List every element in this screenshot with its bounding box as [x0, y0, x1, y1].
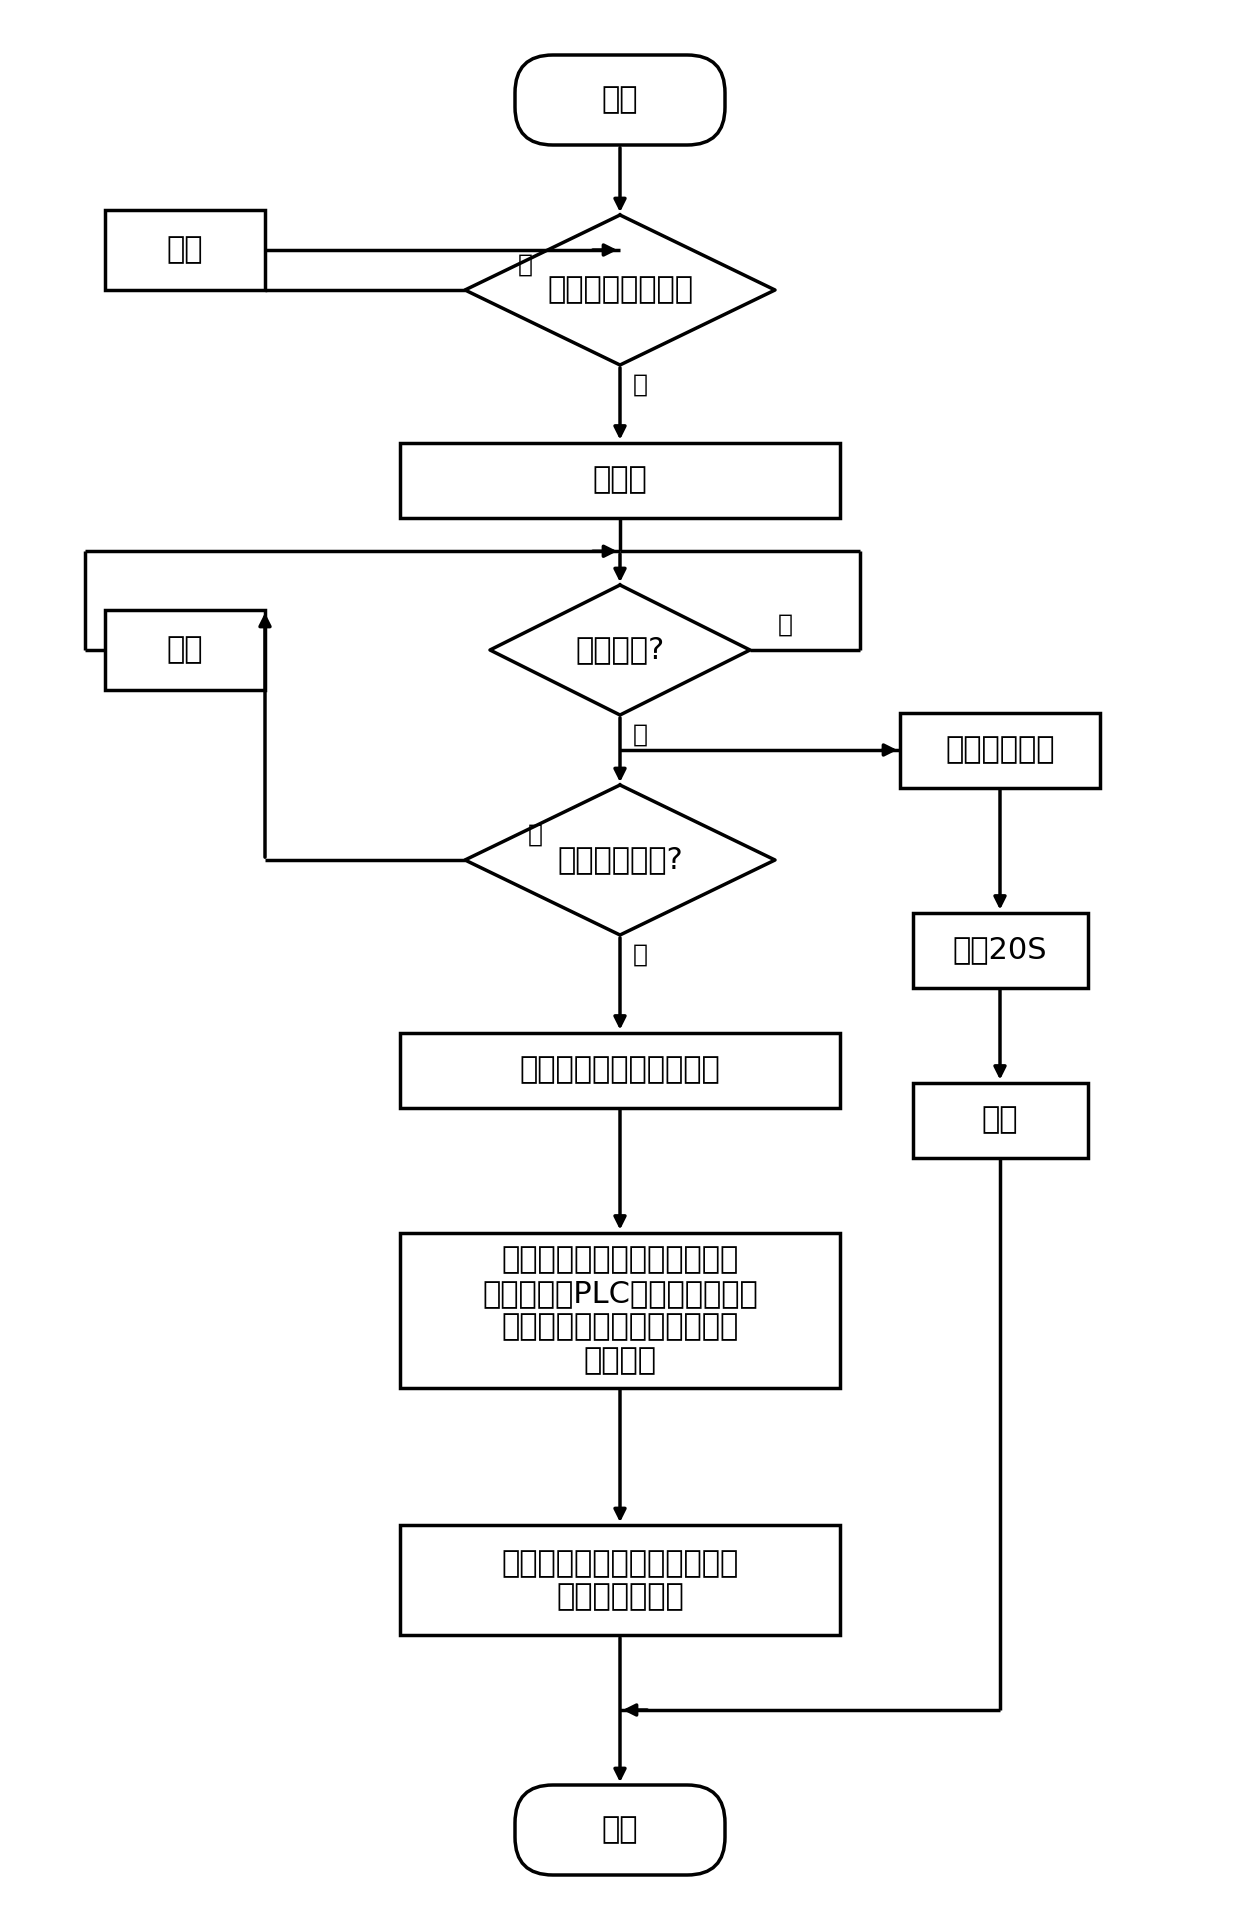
Text: 完毕: 完毕: [601, 1816, 639, 1845]
Text: 否: 否: [527, 823, 543, 846]
Text: 处理脉冲位置数据，计算片盒
中晶圆位置状态: 处理脉冲位置数据，计算片盒 中晶圆位置状态: [501, 1549, 739, 1611]
Text: 检测有无片盒?: 检测有无片盒?: [557, 846, 683, 875]
Bar: [401, 1524, 839, 1634]
Text: 开始: 开始: [601, 85, 639, 114]
Text: 否: 否: [632, 373, 647, 396]
Text: 升降系统运动到扫描起点: 升降系统运动到扫描起点: [520, 1055, 720, 1084]
Bar: [900, 713, 1100, 788]
Text: 初始化: 初始化: [593, 466, 647, 495]
Text: 报警: 报警: [166, 636, 203, 665]
Text: 报警: 报警: [166, 236, 203, 265]
Bar: [401, 1233, 839, 1387]
Text: 是: 是: [632, 943, 647, 968]
Bar: [105, 211, 265, 290]
Text: 是: 是: [632, 723, 647, 748]
FancyBboxPatch shape: [515, 54, 725, 145]
Bar: [401, 442, 839, 518]
Text: 检测有无晶圆滑出: 检测有无晶圆滑出: [547, 276, 693, 305]
Bar: [401, 1032, 839, 1107]
Text: 超过20S: 超过20S: [952, 935, 1048, 964]
Text: 报警: 报警: [982, 1105, 1018, 1134]
Bar: [913, 912, 1087, 987]
Bar: [105, 611, 265, 690]
Text: 扫描计时开始: 扫描计时开始: [945, 736, 1055, 765]
Bar: [913, 1082, 1087, 1157]
Text: 否: 否: [777, 612, 792, 638]
Text: 升降系统运动到扫描终点，在
运动过程中PLC记录激光传感器
在信号在上升沿和下降沿时的
脉冲位置: 升降系统运动到扫描终点，在 运动过程中PLC记录激光传感器 在信号在上升沿和下降…: [482, 1244, 758, 1376]
Text: 是: 是: [517, 253, 532, 276]
FancyBboxPatch shape: [515, 1785, 725, 1874]
Text: 扫描命令?: 扫描命令?: [575, 636, 665, 665]
